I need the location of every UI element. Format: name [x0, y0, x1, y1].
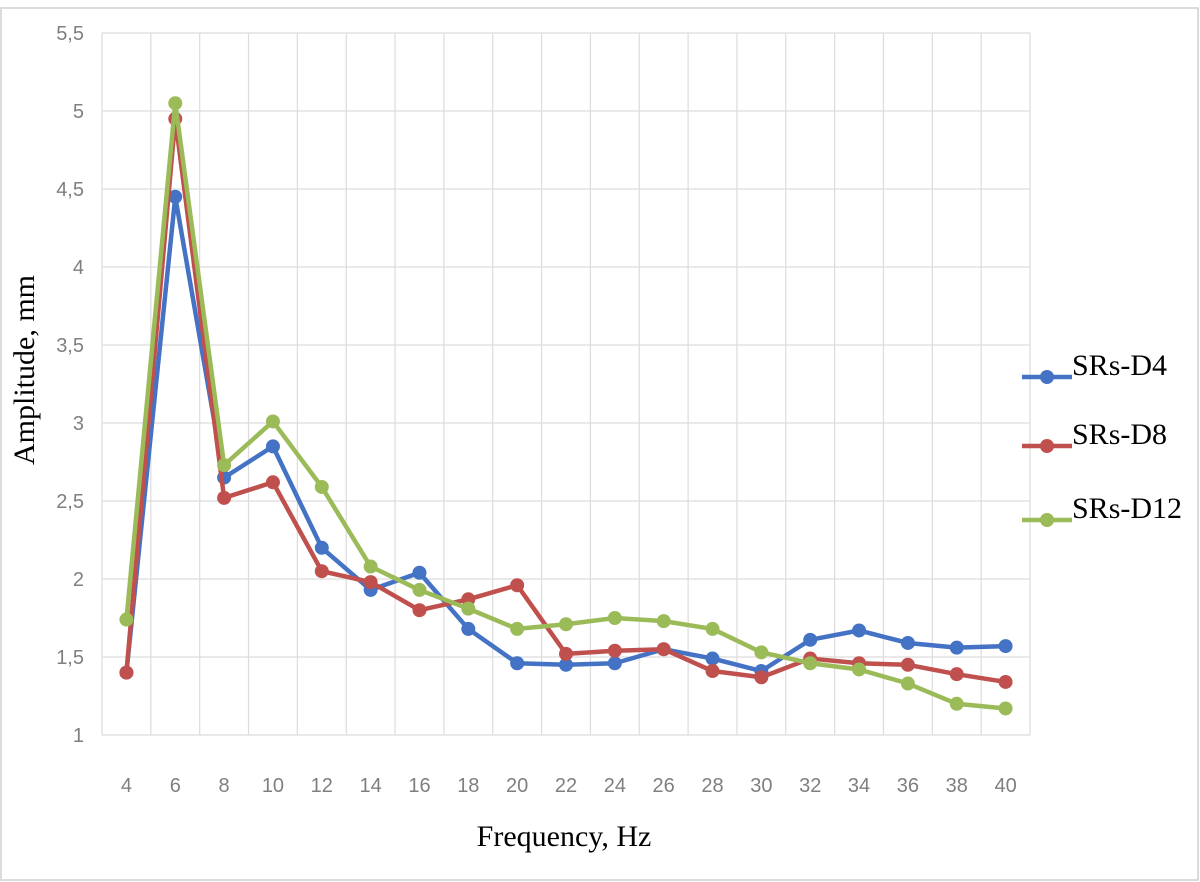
legend-entry: SRs-D12	[1022, 492, 1182, 527]
data-point	[412, 603, 427, 618]
data-point	[559, 617, 573, 632]
legend-swatch-marker	[1040, 439, 1054, 453]
x-axis-title: Frequency, Hz	[477, 820, 652, 853]
data-point	[998, 674, 1013, 689]
data-point	[461, 601, 476, 616]
data-point	[314, 540, 329, 555]
series-srs-d12	[119, 96, 1013, 716]
data-point	[998, 639, 1013, 654]
data-point	[607, 643, 622, 658]
x-tick-label: 4	[121, 775, 132, 797]
data-point	[705, 621, 720, 636]
data-point	[314, 479, 329, 494]
data-point	[119, 665, 134, 680]
series-srs-d4	[119, 189, 1013, 680]
x-tick-label: 40	[994, 775, 1016, 797]
x-tick-label: 34	[848, 775, 870, 797]
x-tick-label: 26	[653, 775, 675, 797]
data-point	[900, 676, 915, 691]
series-srs-d8	[119, 111, 1013, 689]
data-point	[705, 651, 720, 666]
x-tick-label: 20	[506, 775, 528, 797]
y-tick-label: 2	[73, 569, 84, 591]
data-series	[119, 96, 1013, 716]
y-tick-labels: 1 1,5 2 2,5 3 3,5 4 4,5 5 5,5	[56, 23, 84, 747]
data-point	[803, 632, 818, 647]
x-tick-labels: 4 6 8 10 12 14 16 18 20 22 24 26 28 30 32 34 36 38 40	[121, 775, 1017, 797]
data-point	[949, 667, 964, 682]
data-point	[949, 640, 964, 655]
data-point	[510, 621, 525, 636]
data-point	[363, 575, 378, 590]
data-point	[607, 611, 622, 625]
y-tick-label: 3,5	[56, 335, 84, 357]
y-tick-label: 4	[73, 257, 84, 279]
data-point	[168, 96, 183, 111]
series-line	[124, 116, 1008, 685]
x-tick-label: 38	[946, 775, 968, 797]
data-point	[510, 578, 525, 593]
data-point	[754, 670, 769, 685]
data-point	[900, 657, 915, 672]
y-tick-label: 5	[73, 101, 84, 123]
legend-swatch-marker	[1040, 513, 1054, 527]
data-point	[900, 635, 915, 650]
data-point	[998, 701, 1013, 716]
data-point	[265, 439, 280, 454]
legend: SRs-D4 SRs-D8 SRs-D12	[1022, 349, 1182, 527]
data-point	[754, 645, 769, 660]
x-tick-label: 36	[897, 775, 919, 797]
x-tick-label: 8	[219, 775, 230, 797]
x-tick-label: 14	[360, 775, 382, 797]
data-point	[852, 662, 867, 677]
chart-frame	[0, 7, 1199, 881]
x-tick-label: 28	[701, 775, 723, 797]
x-tick-label: 22	[555, 775, 577, 797]
gridlines	[101, 32, 1031, 736]
x-tick-label: 6	[170, 775, 181, 797]
data-point	[363, 559, 378, 574]
x-tick-label: 24	[604, 775, 626, 797]
legend-label: SRs-D8	[1072, 418, 1167, 451]
data-point	[217, 458, 232, 473]
data-point	[265, 475, 280, 490]
data-point	[656, 614, 671, 629]
data-point	[559, 646, 573, 661]
x-tick-label: 18	[457, 775, 479, 797]
y-tick-label: 5,5	[56, 23, 84, 45]
x-tick-label: 16	[408, 775, 430, 797]
y-tick-label: 2,5	[56, 491, 84, 513]
data-point	[461, 621, 476, 636]
data-point	[705, 664, 720, 679]
y-axis-title: Amplitude, mm	[8, 275, 41, 465]
x-tick-label: 32	[799, 775, 821, 797]
y-tick-label: 1	[73, 725, 84, 747]
data-point	[607, 656, 622, 671]
data-point	[656, 642, 671, 657]
data-point	[314, 564, 329, 579]
data-point	[510, 656, 525, 671]
legend-label: SRs-D12	[1072, 492, 1182, 525]
x-tick-label: 10	[262, 775, 284, 797]
data-point	[949, 696, 964, 711]
data-point	[559, 657, 573, 672]
legend-label: SRs-D4	[1072, 349, 1167, 382]
y-tick-label: 3	[73, 413, 84, 435]
data-point	[265, 414, 280, 429]
data-point	[412, 565, 427, 580]
y-tick-label: 4,5	[56, 179, 84, 201]
x-tick-label: 30	[750, 775, 772, 797]
data-point	[412, 582, 427, 597]
legend-swatch-marker	[1040, 370, 1054, 384]
legend-entry: SRs-D8	[1022, 418, 1167, 453]
data-point	[852, 623, 867, 638]
data-point	[168, 189, 183, 204]
legend-entry: SRs-D4	[1022, 349, 1167, 384]
data-point	[803, 656, 818, 671]
data-point	[217, 490, 232, 505]
x-tick-label: 12	[311, 775, 333, 797]
y-tick-label: 1,5	[56, 647, 84, 669]
data-point	[119, 612, 134, 627]
